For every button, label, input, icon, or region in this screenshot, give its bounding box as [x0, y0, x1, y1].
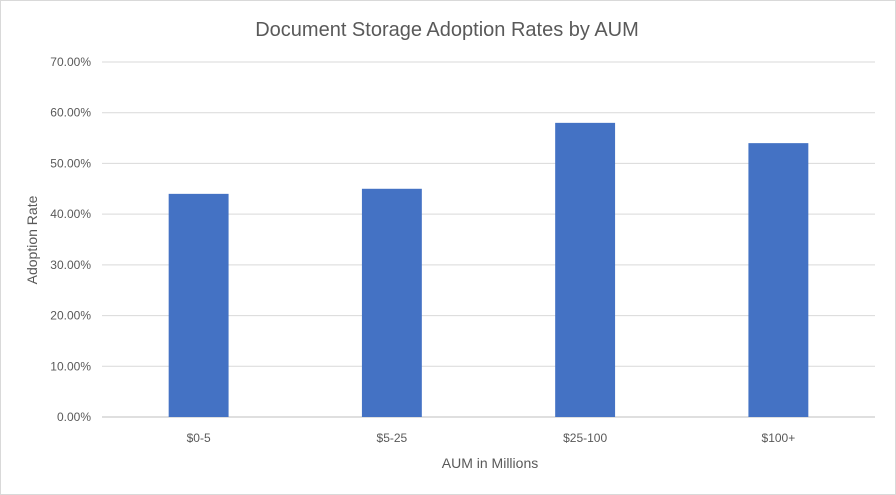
chart-title: Document Storage Adoption Rates by AUM	[255, 19, 639, 41]
y-tick-label: 0.00%	[57, 410, 91, 424]
y-tick-label: 40.00%	[50, 207, 91, 221]
gridlines	[102, 61, 875, 418]
x-tick-label: $100+	[762, 431, 796, 445]
y-axis-tick-labels: 0.00% 10.00% 20.00% 30.00% 40.00% 50.00% 60.00…	[50, 55, 91, 424]
bar	[748, 143, 809, 417]
bars	[168, 122, 809, 417]
y-tick-label: 50.00%	[50, 156, 91, 170]
x-axis-title: AUM in Millions	[442, 455, 538, 471]
y-axis-title: Adoption Rate	[24, 195, 40, 284]
x-tick-label: $25-100	[563, 431, 607, 445]
y-tick-label: 20.00%	[50, 309, 91, 323]
x-tick-label: $5-25	[377, 431, 408, 445]
bar	[361, 188, 422, 417]
y-tick-label: 30.00%	[50, 258, 91, 272]
x-axis-tick-labels: $0-5 $5-25 $25-100 $100+	[187, 431, 796, 445]
x-tick-label: $0-5	[187, 431, 211, 445]
bar	[555, 122, 616, 417]
y-tick-label: 60.00%	[50, 106, 91, 120]
bar	[168, 193, 229, 417]
y-tick-label: 10.00%	[50, 359, 91, 373]
y-tick-label: 70.00%	[50, 55, 91, 69]
